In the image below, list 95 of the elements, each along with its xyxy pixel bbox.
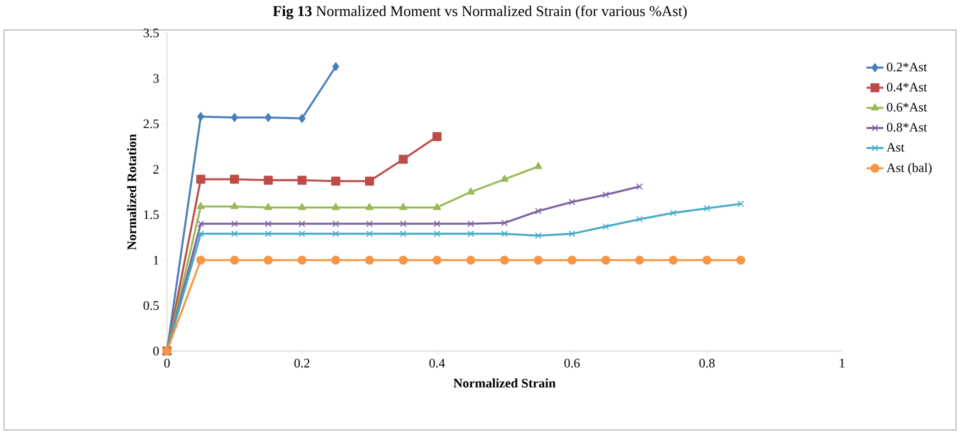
- point: [500, 256, 510, 265]
- point: [196, 174, 206, 184]
- point: [534, 162, 542, 170]
- point: [197, 220, 204, 228]
- point: [231, 112, 238, 122]
- point: [196, 202, 205, 210]
- point: [230, 174, 239, 184]
- y-tick-label: 1.5: [144, 210, 159, 220]
- point: [197, 112, 204, 122]
- point: [264, 176, 273, 185]
- point: [534, 232, 542, 239]
- point: [332, 230, 340, 238]
- point: [332, 220, 340, 228]
- point: [332, 62, 340, 72]
- point: [400, 230, 407, 238]
- point: [466, 187, 475, 194]
- y-tick-label: 2.5: [144, 119, 159, 128]
- y-tick-label: 3.5: [144, 28, 159, 38]
- legend-label: 0.8*Ast: [886, 122, 928, 132]
- point: [432, 256, 442, 265]
- point: [635, 256, 644, 265]
- point: [264, 230, 272, 238]
- point: [298, 202, 306, 210]
- y-axis-title: Normalized Rotation: [127, 134, 136, 250]
- y-tick-label: 2: [153, 164, 159, 174]
- point: [433, 202, 441, 210]
- point: [568, 198, 576, 206]
- point: [366, 202, 374, 210]
- point: [365, 176, 374, 186]
- point: [467, 220, 474, 228]
- legend-label: Ast (bal): [886, 163, 932, 175]
- point: [398, 256, 408, 265]
- point: [400, 220, 407, 228]
- point: [331, 256, 340, 265]
- point: [670, 210, 677, 216]
- point: [264, 202, 272, 210]
- point: [231, 230, 238, 238]
- x-tick-label: 1: [840, 358, 844, 368]
- point: [636, 183, 643, 190]
- point: [332, 202, 340, 210]
- point: [298, 220, 306, 228]
- point: [434, 220, 440, 228]
- point: [704, 205, 710, 212]
- y-tick-label: 0.5: [144, 301, 159, 310]
- point: [298, 256, 307, 265]
- point: [636, 216, 643, 223]
- point: [432, 132, 442, 142]
- x-tick-label: 0.2: [294, 358, 310, 368]
- point: [331, 176, 340, 186]
- legend-label: 0.6*Ast: [886, 102, 928, 112]
- point: [601, 256, 610, 265]
- point: [500, 174, 508, 182]
- legend-label: Ast: [886, 143, 904, 152]
- x-tick-label: 0.4: [429, 358, 445, 368]
- point: [501, 220, 508, 226]
- point: [399, 202, 408, 210]
- point: [398, 154, 408, 164]
- point: [230, 256, 239, 265]
- x-axis-title: Normalized Strain: [453, 378, 556, 388]
- point: [366, 220, 373, 228]
- point: [466, 256, 476, 265]
- point: [737, 200, 744, 208]
- point: [602, 223, 610, 230]
- point: [365, 256, 374, 265]
- point: [366, 230, 373, 238]
- point: [298, 114, 306, 123]
- point: [534, 208, 542, 214]
- legend-label: 0.2*Ast: [886, 62, 928, 72]
- point: [668, 256, 678, 265]
- point: [568, 256, 577, 265]
- point: [197, 230, 204, 238]
- legend-label: 0.4*Ast: [886, 82, 928, 92]
- x-tick-label: 0.8: [699, 358, 715, 368]
- point: [602, 191, 610, 198]
- point: [298, 176, 307, 185]
- point: [231, 220, 238, 228]
- x-tick-label: 0: [164, 358, 170, 368]
- chart-title: Fig 13 Normalized Moment vs Normalized Strain (for various %Ast): [272, 6, 687, 20]
- y-tick-label: 1: [154, 256, 158, 264]
- point: [501, 230, 508, 238]
- point: [434, 230, 440, 238]
- point: [568, 230, 576, 238]
- point: [736, 256, 746, 265]
- y-tick-label: 0: [153, 346, 159, 356]
- point: [230, 202, 238, 210]
- x-tick-label: 0.6: [564, 358, 580, 368]
- point: [264, 256, 273, 265]
- point: [702, 256, 712, 265]
- point: [467, 230, 474, 238]
- point: [298, 230, 306, 238]
- point: [264, 112, 272, 122]
- point: [534, 256, 543, 265]
- point: [264, 220, 272, 228]
- y-tick-label: 3: [153, 74, 159, 83]
- point: [196, 256, 206, 265]
